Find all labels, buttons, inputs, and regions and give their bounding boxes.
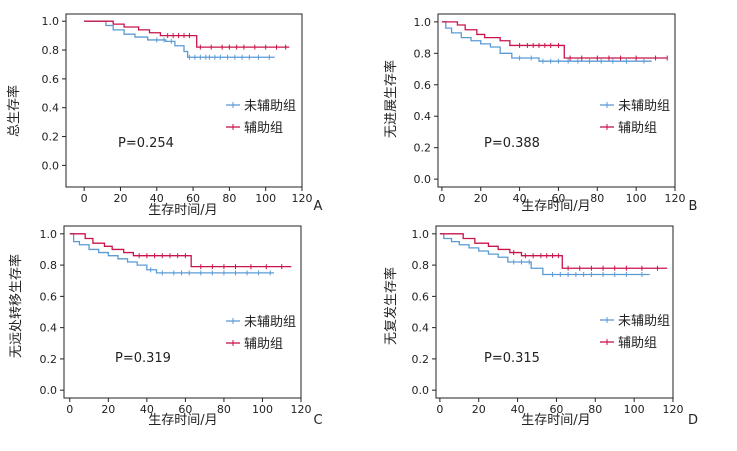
panel-letter: B bbox=[689, 199, 698, 214]
x-tick-label: 0 bbox=[436, 403, 443, 416]
x-tick-label: 40 bbox=[513, 192, 527, 205]
km-curve-adjuvant bbox=[439, 233, 668, 269]
panel-B: 0 20 40 60 80 100 120 0.0 0.2 0.4 0.6 0.8 1.0 生存时间/月 无… bbox=[383, 13, 698, 214]
y-tick-label: 0.8 bbox=[42, 44, 60, 57]
panel-letter: D bbox=[688, 413, 698, 428]
y-tick-label: 1.0 bbox=[414, 16, 432, 29]
panel-A: 0 20 40 60 80 100 120 0.0 0.2 0.4 0.6 0.8 1.0 生存时间/月 总… bbox=[6, 13, 323, 218]
y-tick-label: 0.2 bbox=[42, 131, 60, 144]
y-tick-label: 1.0 bbox=[40, 228, 58, 241]
km-curve-non-adjuvant bbox=[441, 21, 652, 62]
legend-label: 辅助组 bbox=[618, 121, 657, 136]
x-tick-label: 60 bbox=[186, 192, 200, 205]
x-tick-label: 40 bbox=[511, 403, 525, 416]
legend-label: 未辅助组 bbox=[244, 315, 296, 330]
legend-label: 未辅助组 bbox=[618, 314, 670, 329]
p-value-label: P=0.254 bbox=[118, 136, 174, 151]
x-tick-label: 40 bbox=[150, 192, 164, 205]
y-tick-label: 0.6 bbox=[40, 290, 58, 303]
p-value-label: P=0.388 bbox=[484, 136, 540, 151]
y-tick-label: 0.8 bbox=[412, 259, 430, 272]
y-tick-label: 0.0 bbox=[412, 384, 430, 397]
x-tick-label: 60 bbox=[178, 403, 192, 416]
x-tick-label: 120 bbox=[663, 403, 684, 416]
y-axis-label: 无远处转移生存率 bbox=[8, 254, 24, 358]
y-tick-label: 0.4 bbox=[414, 110, 432, 123]
x-tick-label: 100 bbox=[252, 403, 273, 416]
x-axis-label: 生存时间/月 bbox=[521, 199, 590, 214]
y-tick-label: 0.8 bbox=[40, 259, 58, 272]
x-tick-label: 20 bbox=[101, 403, 115, 416]
y-tick-label: 0.4 bbox=[412, 322, 430, 335]
legend-label: 辅助组 bbox=[244, 337, 283, 352]
y-tick-label: 1.0 bbox=[42, 15, 60, 28]
y-tick-label: 0.2 bbox=[412, 353, 430, 366]
x-tick-label: 100 bbox=[255, 192, 276, 205]
y-tick-label: 0.0 bbox=[42, 159, 60, 172]
p-value-label: P=0.315 bbox=[484, 351, 540, 366]
x-tick-label: 20 bbox=[113, 192, 127, 205]
x-tick-label: 0 bbox=[66, 403, 73, 416]
x-tick-label: 120 bbox=[665, 192, 686, 205]
x-tick-label: 100 bbox=[626, 192, 647, 205]
y-tick-label: 0.4 bbox=[42, 102, 60, 115]
plot-frame bbox=[437, 13, 676, 188]
y-axis-label: 无复发生存率 bbox=[383, 267, 399, 345]
panel-letter: C bbox=[313, 413, 322, 428]
km-curve-adjuvant bbox=[441, 21, 668, 59]
km-curve-non-adjuvant bbox=[439, 233, 650, 276]
x-tick-label: 20 bbox=[472, 403, 486, 416]
y-tick-label: 0.2 bbox=[414, 142, 432, 155]
x-tick-label: 0 bbox=[438, 192, 445, 205]
x-tick-label: 120 bbox=[291, 403, 312, 416]
km-curve-adjuvant bbox=[69, 233, 292, 268]
legend-label: 辅助组 bbox=[244, 121, 283, 136]
x-tick-label: 80 bbox=[588, 403, 602, 416]
x-tick-label: 100 bbox=[624, 403, 645, 416]
y-axis-label: 总生存率 bbox=[6, 85, 22, 137]
y-tick-label: 0.4 bbox=[40, 322, 58, 335]
x-tick-label: 40 bbox=[140, 403, 154, 416]
plot-frame bbox=[65, 13, 303, 188]
km-curve-non-adjuvant bbox=[84, 20, 275, 58]
x-axis-label: 生存时间/月 bbox=[148, 203, 217, 218]
y-axis-label: 无进展生存率 bbox=[383, 60, 399, 138]
y-tick-label: 0.0 bbox=[40, 384, 58, 397]
x-tick-label: 0 bbox=[81, 192, 88, 205]
y-tick-label: 0.8 bbox=[414, 47, 432, 60]
x-tick-label: 60 bbox=[549, 403, 563, 416]
legend-label: 未辅助组 bbox=[244, 99, 296, 114]
y-tick-label: 0.0 bbox=[414, 173, 432, 186]
x-tick-label: 80 bbox=[222, 192, 236, 205]
km-curve-adjuvant bbox=[84, 20, 290, 48]
y-tick-label: 0.6 bbox=[42, 73, 60, 86]
x-tick-label: 60 bbox=[551, 192, 565, 205]
x-tick-label: 120 bbox=[292, 192, 313, 205]
x-axis-label: 生存时间/月 bbox=[521, 413, 590, 428]
x-tick-label: 80 bbox=[217, 403, 231, 416]
x-axis-label: 生存时间/月 bbox=[148, 413, 217, 428]
y-tick-label: 0.2 bbox=[40, 353, 58, 366]
y-tick-label: 0.6 bbox=[414, 79, 432, 92]
plot-frame bbox=[435, 225, 674, 399]
plot-frame bbox=[63, 225, 302, 399]
p-value-label: P=0.319 bbox=[115, 351, 171, 366]
y-tick-label: 0.6 bbox=[412, 290, 430, 303]
km-curve-non-adjuvant bbox=[69, 233, 275, 274]
panel-letter: A bbox=[314, 199, 323, 214]
x-tick-label: 20 bbox=[474, 192, 488, 205]
panel-D: 0 20 40 60 80 100 120 0.0 0.2 0.4 0.6 0.8 1.0 生存时间/月 无… bbox=[383, 225, 698, 428]
legend-label: 辅助组 bbox=[618, 336, 657, 351]
y-tick-label: 1.0 bbox=[412, 228, 430, 241]
legend-label: 未辅助组 bbox=[618, 99, 670, 114]
x-tick-label: 80 bbox=[590, 192, 604, 205]
panel-C: 0 20 40 60 80 100 120 0.0 0.2 0.4 0.6 0.8 1.0 生存时间/月 无… bbox=[8, 225, 323, 428]
